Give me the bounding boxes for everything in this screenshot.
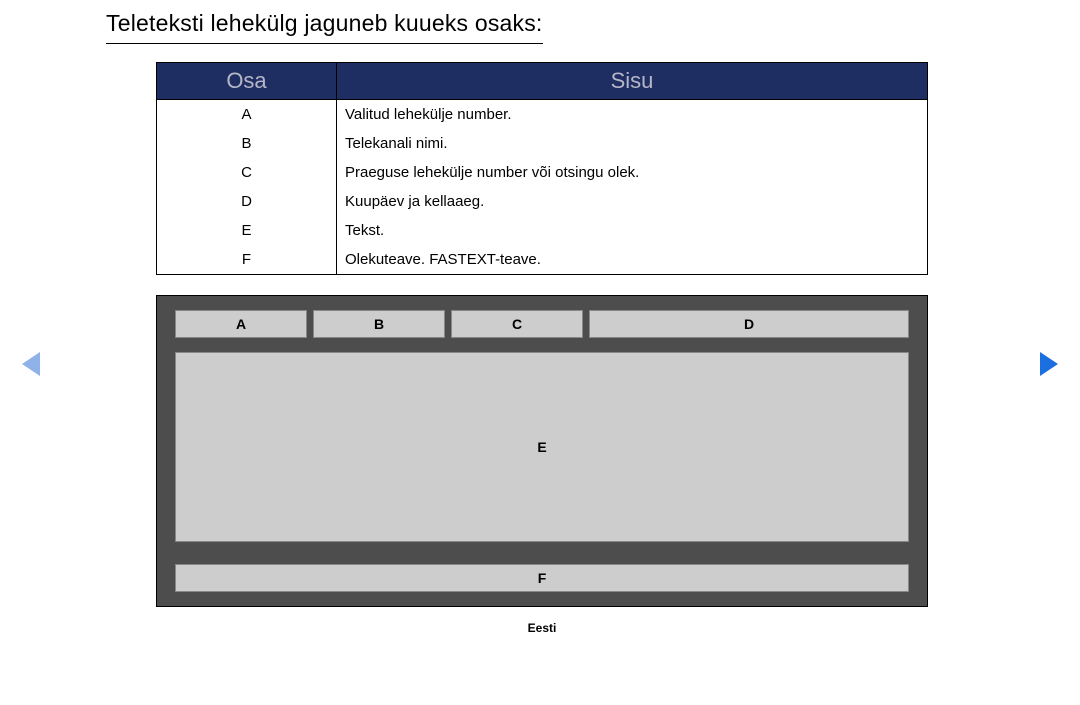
col-header-sisu: Sisu (337, 63, 928, 100)
cell-sisu: Valitud lehekülje number. (345, 106, 512, 123)
diagram-cell-b: B (313, 310, 445, 338)
cell-osa: E (241, 222, 251, 239)
cell-sisu: Tekst. (345, 222, 384, 239)
layout-diagram: A B C D E F (156, 295, 928, 607)
cell-osa: A (241, 106, 251, 123)
parts-table: Osa Sisu A Valitud lehekülje number. B T… (156, 62, 928, 275)
table-row: F Olekuteave. FASTEXT-teave. (157, 245, 928, 275)
table-row: D Kuupäev ja kellaaeg. (157, 187, 928, 216)
diagram-cell-f: F (175, 564, 909, 592)
cell-sisu: Kuupäev ja kellaaeg. (345, 193, 484, 210)
prev-page-arrow-icon[interactable] (22, 352, 40, 376)
cell-sisu: Praeguse lehekülje number või otsingu ol… (345, 164, 639, 181)
cell-osa: B (241, 135, 251, 152)
table-row: A Valitud lehekülje number. (157, 100, 928, 130)
diagram-cell-e: E (175, 352, 909, 542)
table-row: E Tekst. (157, 216, 928, 245)
diagram-cell-c: C (451, 310, 583, 338)
cell-sisu: Telekanali nimi. (345, 135, 448, 152)
table-row: C Praeguse lehekülje number või otsingu … (157, 158, 928, 187)
cell-osa: D (241, 193, 252, 210)
cell-sisu: Olekuteave. FASTEXT-teave. (345, 251, 541, 268)
diagram-cell-a: A (175, 310, 307, 338)
next-page-arrow-icon[interactable] (1040, 352, 1058, 376)
cell-osa: F (242, 251, 251, 268)
col-header-osa: Osa (157, 63, 337, 100)
table-row: B Telekanali nimi. (157, 129, 928, 158)
cell-osa: C (241, 164, 252, 181)
diagram-cell-d: D (589, 310, 909, 338)
footer-language: Eesti (156, 621, 928, 635)
page-title: Teleteksti lehekülg jaguneb kuueks osaks… (106, 10, 543, 44)
